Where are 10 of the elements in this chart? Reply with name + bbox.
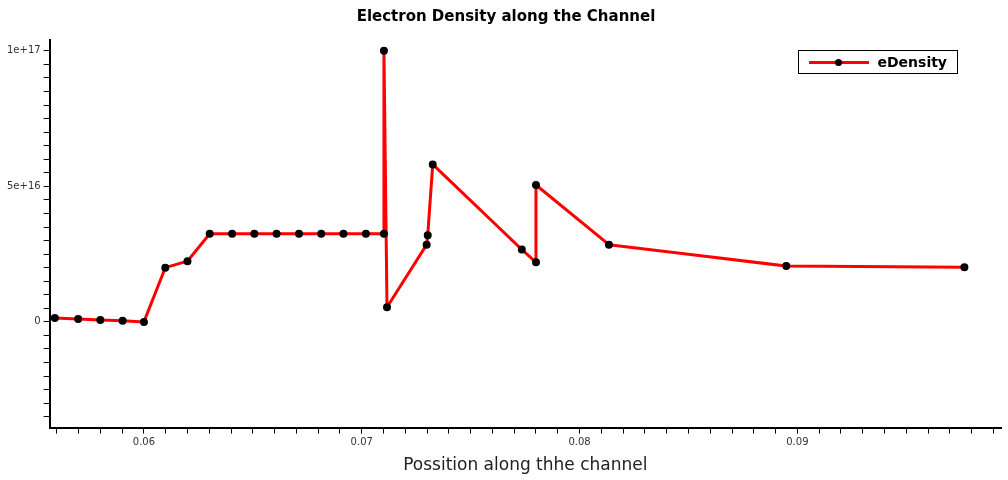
y-tick-label: 0 <box>34 315 41 327</box>
chart-title: Electron Density along the Channel <box>356 6 656 25</box>
x-axis-title: Possition along thhe channel <box>403 454 648 475</box>
x-tick-label: 0.08 <box>568 436 591 448</box>
y-tick-label: 5e+16 <box>6 179 41 191</box>
legend-label: eDensity <box>877 54 947 70</box>
x-tick-label: 0.09 <box>786 436 809 448</box>
y-tick-label: 1e+17 <box>6 44 41 56</box>
x-tick-label: 0.06 <box>132 436 156 448</box>
x-tick-label: 0.07 <box>350 436 373 448</box>
